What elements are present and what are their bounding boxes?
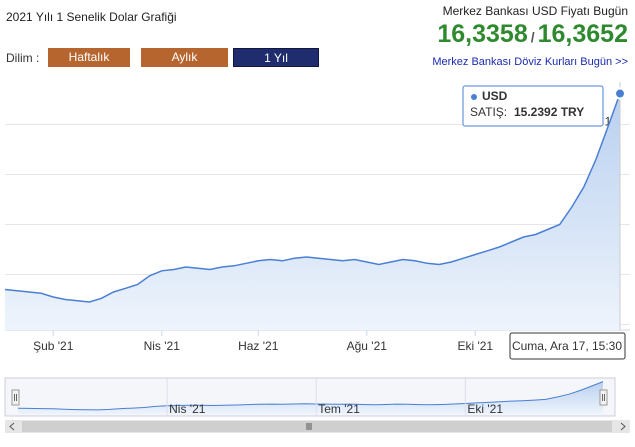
range-button[interactable]: Haftalık (48, 48, 130, 67)
tooltip-dot (471, 94, 477, 100)
price-title: Merkez Bankası USD Fiyatı Bugün (442, 4, 628, 18)
navigator-label: Eki '21 (467, 402, 503, 416)
rates-link[interactable]: Merkez Bankası Döviz Kurları Bugün >> (432, 56, 628, 68)
range-button[interactable]: 1 Yıl (233, 48, 319, 67)
navigator-handle[interactable] (11, 389, 20, 406)
separator: / (530, 29, 535, 45)
tooltip-series: USD (482, 89, 508, 103)
sell-price: 16,3652 (537, 20, 628, 48)
range-button[interactable]: Aylık (141, 48, 228, 67)
crosshair-label: Cuma, Ara 17, 15:30 (512, 339, 622, 353)
x-tick-label: Ağu '21 (347, 339, 388, 353)
x-tick-label: Haz '21 (238, 339, 279, 353)
scrollbar-thumb[interactable] (22, 421, 612, 432)
hover-point (614, 87, 626, 100)
tooltip-value: 15.2392 TRY (514, 105, 584, 119)
tooltip-box (462, 85, 604, 127)
x-tick-label: Şub '21 (33, 339, 74, 353)
buy-price: 16,3358 (437, 20, 528, 48)
price: 16,3358/16,3652 (437, 20, 628, 49)
navigator-label: Nis '21 (169, 402, 206, 416)
x-tick-label: Nis '21 (144, 339, 181, 353)
handle-grip (14, 394, 17, 401)
navigator-handle[interactable] (599, 389, 608, 406)
tooltip-label: SATIŞ: (470, 105, 507, 119)
title: 2021 Yılı 1 Senelik Dolar Grafiği (6, 10, 177, 24)
area (5, 93, 620, 330)
scrollbar-icons (9, 422, 626, 431)
navigator-line (17, 381, 604, 411)
navigator-label: Tem '21 (318, 402, 360, 416)
crosshair-label-box (509, 332, 626, 360)
range-label: Dilim : (6, 51, 40, 65)
line (4, 93, 621, 303)
x-tick-label: Eki '21 (457, 339, 493, 353)
handle-grip (602, 394, 605, 401)
